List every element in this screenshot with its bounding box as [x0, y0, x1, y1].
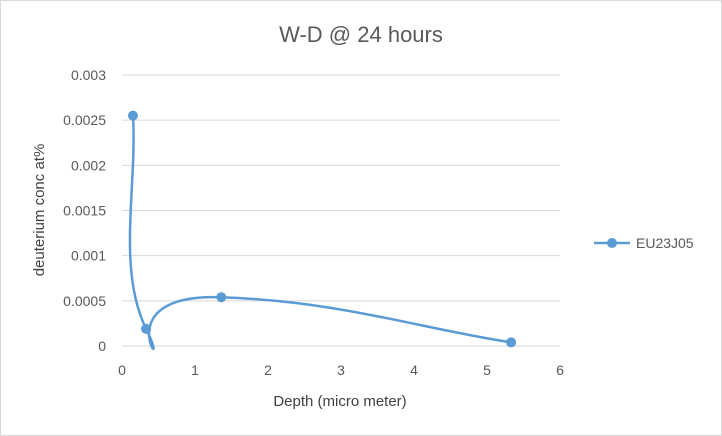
x-tick-label: 4 — [410, 362, 418, 378]
x-tick-label: 1 — [191, 362, 199, 378]
x-tick-label: 0 — [118, 362, 126, 378]
data-point — [216, 292, 227, 303]
x-tick-label: 5 — [483, 362, 491, 378]
x-tick-label: 6 — [556, 362, 564, 378]
data-point — [127, 110, 138, 121]
series-line — [128, 114, 513, 350]
y-tick-label: 0 — [98, 338, 106, 354]
data-point — [141, 323, 152, 334]
y-tick-label: 0.0015 — [63, 203, 106, 219]
series-plot — [127, 110, 517, 350]
y-tick-label: 0.002 — [71, 157, 106, 173]
gridlines — [122, 74, 560, 302]
legend-label: EU23J05 — [636, 235, 694, 251]
x-tick-label: 3 — [337, 362, 345, 378]
data-point — [506, 337, 517, 348]
y-tick-label: 0.001 — [71, 248, 106, 264]
y-axis-label: deuterium conc at% — [31, 144, 48, 277]
legend-marker — [607, 238, 617, 248]
legend: EU23J05 — [594, 235, 694, 251]
y-tick-label: 0.0025 — [63, 112, 106, 128]
x-tick-label: 2 — [264, 362, 272, 378]
y-tick-label: 0.0005 — [63, 293, 106, 309]
y-tick-label: 0.003 — [71, 67, 106, 83]
y-tick-labels: 0 0.0005 0.001 0.0015 0.002 0.0025 0.003 — [63, 67, 106, 354]
x-axis-label: Depth (micro meter) — [273, 393, 406, 410]
chart-title: W-D @ 24 hours — [279, 22, 443, 47]
x-tick-labels: 0 1 2 3 4 5 6 — [118, 362, 564, 378]
